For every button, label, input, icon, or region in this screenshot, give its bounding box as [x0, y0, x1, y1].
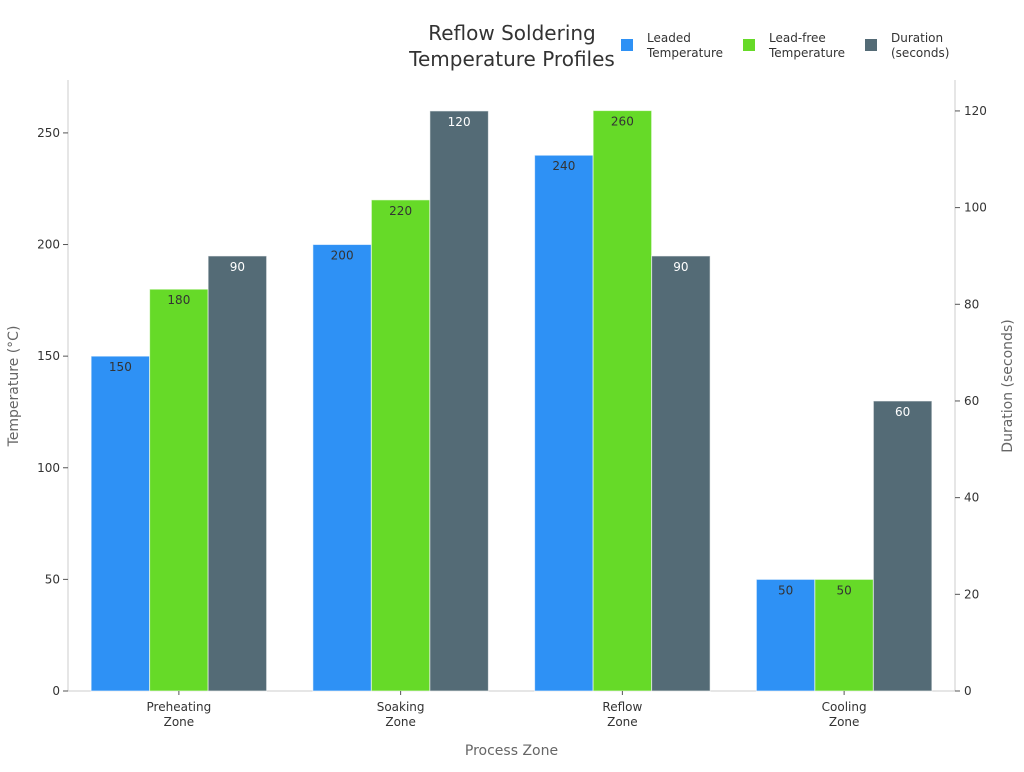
y-axis-label: Temperature (°C): [6, 326, 22, 448]
y2-axis-label: Duration (seconds): [1000, 319, 1016, 452]
y2-tick-label: 60: [964, 394, 979, 408]
y2-tick-label: 80: [964, 297, 979, 311]
chart-title: Reflow Soldering Temperature Profiles: [408, 21, 615, 71]
x-axis-label: Process Zone: [465, 743, 558, 759]
bar-0-2: [534, 154, 594, 692]
x-tick-label: Cooling Zone: [822, 700, 867, 729]
legend-label-0: Leaded Temperature: [646, 31, 723, 60]
data-label: 50: [778, 583, 793, 597]
data-label: 150: [109, 360, 132, 374]
x-tick-label: Reflow Zone: [602, 700, 642, 729]
y2-tick-label: 0: [964, 684, 972, 698]
y2-tick-label: 20: [964, 587, 979, 601]
bar-0-3: [755, 578, 816, 692]
data-label: 220: [389, 204, 412, 218]
y2-tick-label: 100: [964, 201, 987, 215]
y2-tick-label: 40: [964, 491, 979, 505]
bar-2-0: [207, 255, 268, 692]
bar-0-1: [312, 244, 372, 692]
data-label: 120: [448, 115, 471, 129]
bar-0-0: [90, 355, 151, 692]
legend-swatch-0: [621, 39, 633, 51]
data-label: 90: [673, 260, 688, 274]
y-tick-label: 50: [45, 572, 60, 586]
bar-2-1: [429, 110, 489, 692]
x-tick-label: Preheating Zone: [147, 700, 212, 729]
x-tick-label: Soaking Zone: [377, 700, 425, 729]
data-label: 60: [895, 405, 910, 419]
data-label: 240: [552, 159, 575, 173]
bar-2-3: [872, 400, 933, 692]
bar-2-2: [651, 255, 711, 692]
y-tick-label: 0: [52, 684, 60, 698]
data-label: 200: [331, 249, 354, 263]
y-tick-label: 200: [37, 238, 60, 252]
y-tick-label: 100: [37, 461, 60, 475]
data-label: 180: [167, 293, 190, 307]
legend-swatch-1: [743, 39, 755, 51]
legend-label-2: Duration (seconds): [891, 31, 949, 60]
y-tick-label: 250: [37, 126, 60, 140]
data-label: 260: [611, 115, 634, 129]
legend-label-1: Lead-free Temperature: [768, 31, 845, 60]
data-label: 90: [230, 260, 245, 274]
data-label: 50: [836, 583, 851, 597]
bar-1-1: [370, 199, 431, 692]
bar-1-2: [592, 110, 653, 692]
y-tick-label: 150: [37, 349, 60, 363]
y2-tick-label: 120: [964, 104, 987, 118]
bar-1-0: [149, 288, 209, 692]
legend-swatch-2: [865, 39, 877, 51]
